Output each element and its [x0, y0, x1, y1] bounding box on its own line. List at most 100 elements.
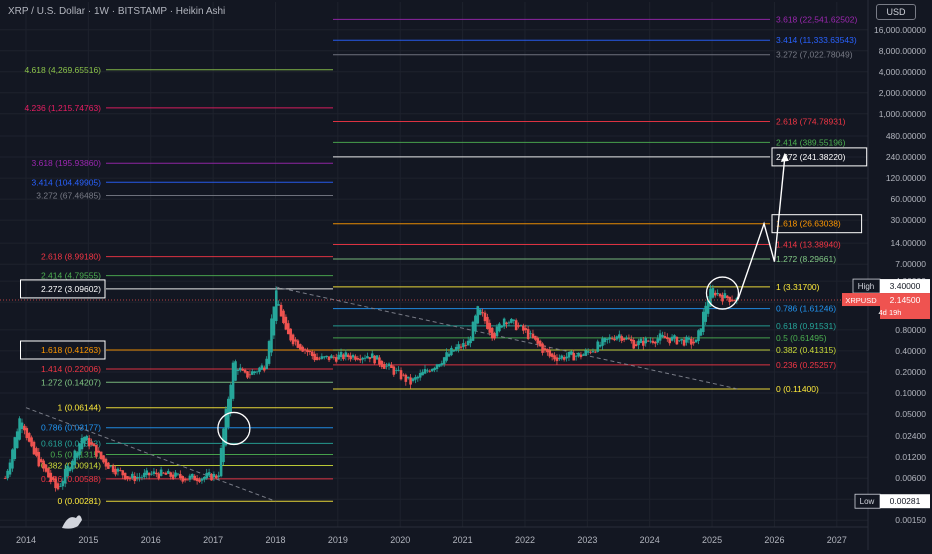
candle-body — [718, 293, 722, 297]
candle-body — [656, 338, 659, 343]
candle-body — [709, 288, 712, 307]
candle-body — [668, 338, 671, 344]
candle-body — [680, 338, 683, 341]
candle-body — [243, 369, 247, 373]
candle-body — [553, 355, 556, 360]
fib-level-label: 1.618 (0.41263) — [41, 345, 101, 355]
candle-body — [188, 475, 192, 480]
candle-body — [298, 344, 302, 350]
candle-body — [119, 470, 122, 471]
fib-level-label: 0.236 (0.00588) — [41, 474, 101, 484]
x-tick-label: 2015 — [78, 535, 98, 545]
candle-body — [215, 475, 218, 479]
tradingview-logo-icon — [62, 515, 82, 529]
x-tick-label: 2024 — [640, 535, 660, 545]
candle-body — [701, 311, 705, 333]
candle-body — [498, 323, 501, 332]
candle-body — [447, 353, 451, 357]
candle-body — [157, 473, 161, 479]
candle-body — [366, 356, 369, 359]
candle-body — [111, 465, 115, 473]
candle-body — [582, 354, 585, 356]
x-tick-label: 2023 — [577, 535, 597, 545]
price-tag-box — [880, 293, 930, 320]
candle-body — [253, 371, 256, 374]
candle-body — [469, 338, 472, 344]
candle-body — [13, 437, 17, 459]
candle-body — [450, 347, 453, 356]
candle-body — [80, 437, 84, 450]
candle-body — [474, 315, 477, 332]
candle-body — [548, 350, 552, 357]
candle-body — [517, 325, 520, 327]
fib-level-label: 0.5 (0.61495) — [776, 333, 827, 343]
candle-body — [486, 316, 489, 329]
y-tick-label: 0.05000 — [895, 409, 926, 419]
fib-level-label: 3.618 (195.93860) — [32, 158, 102, 168]
candle-body — [310, 351, 314, 357]
low-tag-value-box — [880, 494, 930, 509]
candle-body — [414, 377, 417, 380]
candle-body — [442, 357, 446, 365]
candle-body — [332, 356, 336, 358]
y-tick-label: 0.40000 — [895, 346, 926, 356]
candle-body — [500, 325, 504, 328]
candle-body — [514, 320, 518, 331]
candle-body — [622, 338, 626, 341]
candle-body — [370, 353, 374, 359]
candle-body — [445, 352, 448, 361]
candle-body — [234, 361, 237, 381]
y-tick-label: 0.80000 — [895, 325, 926, 335]
highlight-circle — [217, 411, 251, 446]
y-tick-label: 2,000.00000 — [879, 88, 927, 98]
candle-body — [15, 431, 19, 449]
fib-level-label: 0 (0.00281) — [58, 496, 102, 506]
candle-body — [162, 472, 165, 474]
candle-body — [555, 357, 559, 362]
candle-body — [404, 374, 408, 382]
candle-body — [570, 351, 573, 355]
candle-body — [558, 357, 561, 360]
candle-body — [25, 428, 29, 439]
candle-body — [562, 357, 566, 360]
candle-body — [90, 442, 93, 445]
candle-body — [733, 300, 736, 302]
candle-body — [171, 474, 175, 479]
candle-body — [646, 340, 650, 342]
y-tick-label: 30.00000 — [891, 215, 927, 225]
candle-body — [591, 351, 595, 353]
candle-body — [296, 340, 300, 348]
candle-body — [262, 367, 266, 371]
candle-body — [601, 338, 604, 346]
fib-highlight-box — [771, 214, 863, 234]
candle-body — [608, 337, 612, 340]
candle-body — [464, 345, 468, 346]
candle-body — [102, 455, 105, 463]
candle-body — [665, 337, 669, 340]
fib-level-label: 4.236 (1,215.74763) — [24, 103, 101, 113]
candle-body — [191, 473, 194, 478]
candle-body — [334, 357, 338, 362]
x-tick-label: 2020 — [390, 535, 410, 545]
highlight-circle — [705, 276, 740, 310]
candle-body — [615, 336, 619, 340]
candle-body — [71, 460, 74, 470]
fib-level-label: 1.414 (0.22006) — [41, 364, 101, 374]
candle-body — [8, 462, 12, 475]
fib-level-label: 3.414 (11,333.63543) — [776, 35, 857, 45]
candle-body — [510, 318, 513, 323]
candle-body — [452, 350, 456, 352]
candle-body — [66, 465, 69, 477]
candle-body — [265, 358, 268, 370]
candle-body — [694, 339, 698, 343]
candle-body — [308, 351, 312, 353]
candle-body — [493, 333, 496, 339]
candle-body — [207, 472, 211, 476]
currency-button[interactable]: USD — [876, 4, 916, 20]
candle-body — [438, 364, 441, 367]
candle-body — [522, 325, 525, 331]
x-tick-label: 2026 — [764, 535, 784, 545]
candle-body — [272, 306, 276, 336]
candle-body — [277, 304, 280, 306]
price-tag-value: 2.14500 — [890, 295, 921, 305]
